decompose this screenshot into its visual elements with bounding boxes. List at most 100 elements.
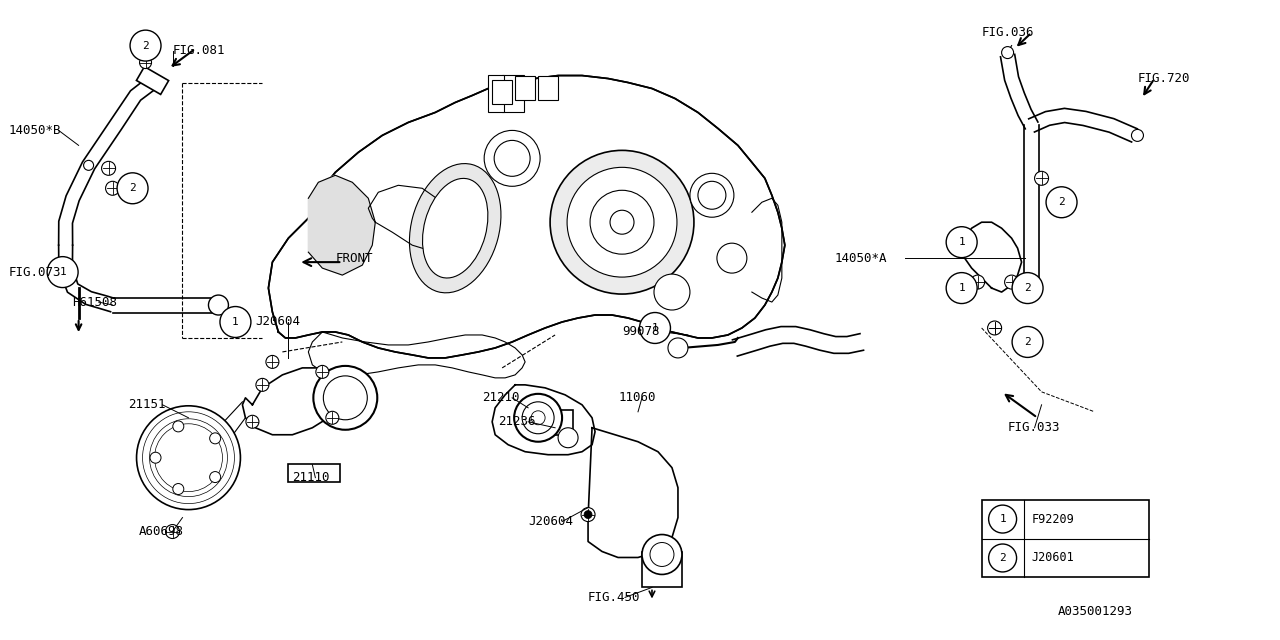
Circle shape — [140, 56, 151, 68]
Circle shape — [116, 173, 148, 204]
Text: FIG.073: FIG.073 — [9, 266, 61, 278]
Polygon shape — [242, 368, 346, 435]
Circle shape — [698, 181, 726, 209]
Circle shape — [650, 543, 675, 566]
Circle shape — [209, 295, 228, 315]
Circle shape — [590, 190, 654, 254]
Circle shape — [515, 394, 562, 442]
Circle shape — [314, 366, 378, 430]
Circle shape — [165, 525, 179, 538]
Bar — [288, 464, 340, 482]
Circle shape — [581, 508, 595, 522]
Text: 1: 1 — [959, 283, 965, 293]
Text: 14050*A: 14050*A — [835, 252, 887, 264]
Bar — [488, 74, 504, 113]
Text: A035001293: A035001293 — [1057, 605, 1133, 618]
Text: 1: 1 — [1000, 514, 1006, 524]
Text: 2: 2 — [1024, 283, 1030, 293]
Circle shape — [137, 406, 241, 509]
Text: FIG.081: FIG.081 — [173, 44, 225, 57]
Circle shape — [970, 275, 984, 289]
Circle shape — [1132, 129, 1143, 141]
Circle shape — [101, 161, 115, 175]
Circle shape — [1034, 172, 1048, 186]
Text: FIG.450: FIG.450 — [588, 591, 640, 604]
Circle shape — [531, 411, 545, 425]
Circle shape — [1005, 275, 1019, 289]
Text: FIG.036: FIG.036 — [982, 26, 1034, 39]
Circle shape — [316, 365, 329, 378]
Ellipse shape — [422, 179, 488, 278]
Circle shape — [988, 321, 1001, 335]
Circle shape — [150, 419, 228, 497]
Text: 21151: 21151 — [128, 398, 166, 412]
Text: 2: 2 — [1024, 337, 1030, 347]
Circle shape — [668, 338, 687, 358]
Circle shape — [643, 534, 682, 575]
Text: 1: 1 — [232, 317, 239, 327]
Circle shape — [611, 210, 634, 234]
Text: 1: 1 — [959, 237, 965, 247]
Circle shape — [946, 227, 977, 258]
Text: H61508: H61508 — [73, 296, 118, 308]
Circle shape — [256, 378, 269, 391]
Text: 2: 2 — [142, 40, 148, 51]
Circle shape — [654, 274, 690, 310]
Polygon shape — [588, 428, 678, 557]
Ellipse shape — [410, 164, 500, 293]
Text: A60698: A60698 — [138, 525, 183, 538]
Text: F92209: F92209 — [1032, 513, 1074, 525]
Text: J20604: J20604 — [529, 515, 573, 528]
Circle shape — [266, 355, 279, 369]
Bar — [515, 76, 535, 100]
Bar — [643, 552, 682, 588]
Circle shape — [105, 181, 119, 195]
Circle shape — [173, 421, 184, 432]
Circle shape — [174, 443, 204, 472]
Circle shape — [988, 544, 1016, 572]
Circle shape — [988, 321, 1002, 335]
Circle shape — [220, 307, 251, 337]
Circle shape — [558, 428, 579, 448]
Circle shape — [1012, 326, 1043, 357]
Text: 1: 1 — [59, 267, 67, 277]
Bar — [502, 74, 524, 113]
Bar — [982, 500, 1149, 577]
Text: FIG.033: FIG.033 — [1007, 421, 1060, 435]
Circle shape — [522, 402, 554, 434]
Circle shape — [246, 415, 259, 428]
Circle shape — [988, 505, 1016, 533]
Circle shape — [131, 30, 161, 61]
Circle shape — [1012, 273, 1043, 303]
Text: 1: 1 — [652, 323, 658, 333]
Text: J20601: J20601 — [1032, 552, 1074, 564]
Text: 21236: 21236 — [498, 415, 535, 428]
Circle shape — [159, 428, 219, 488]
Text: 21110: 21110 — [292, 471, 330, 484]
Text: FIG.720: FIG.720 — [1138, 72, 1190, 85]
Text: 21210: 21210 — [483, 391, 520, 404]
Bar — [556, 410, 573, 435]
Circle shape — [1046, 187, 1076, 218]
Text: 2: 2 — [129, 183, 136, 193]
Circle shape — [155, 424, 223, 492]
Circle shape — [946, 273, 977, 303]
Circle shape — [47, 257, 78, 287]
Polygon shape — [269, 76, 785, 358]
Circle shape — [717, 243, 748, 273]
Polygon shape — [493, 385, 595, 454]
Bar — [538, 76, 558, 100]
Circle shape — [142, 412, 234, 504]
Circle shape — [567, 167, 677, 277]
Text: 14050*B: 14050*B — [9, 124, 61, 137]
Circle shape — [150, 452, 161, 463]
Text: J20604: J20604 — [256, 316, 301, 328]
Polygon shape — [961, 222, 1021, 292]
Text: FRONT: FRONT — [335, 252, 372, 264]
Circle shape — [326, 412, 339, 424]
Circle shape — [640, 312, 671, 344]
Bar — [493, 79, 512, 104]
Circle shape — [210, 433, 220, 444]
Circle shape — [1002, 47, 1014, 59]
Circle shape — [550, 150, 694, 294]
